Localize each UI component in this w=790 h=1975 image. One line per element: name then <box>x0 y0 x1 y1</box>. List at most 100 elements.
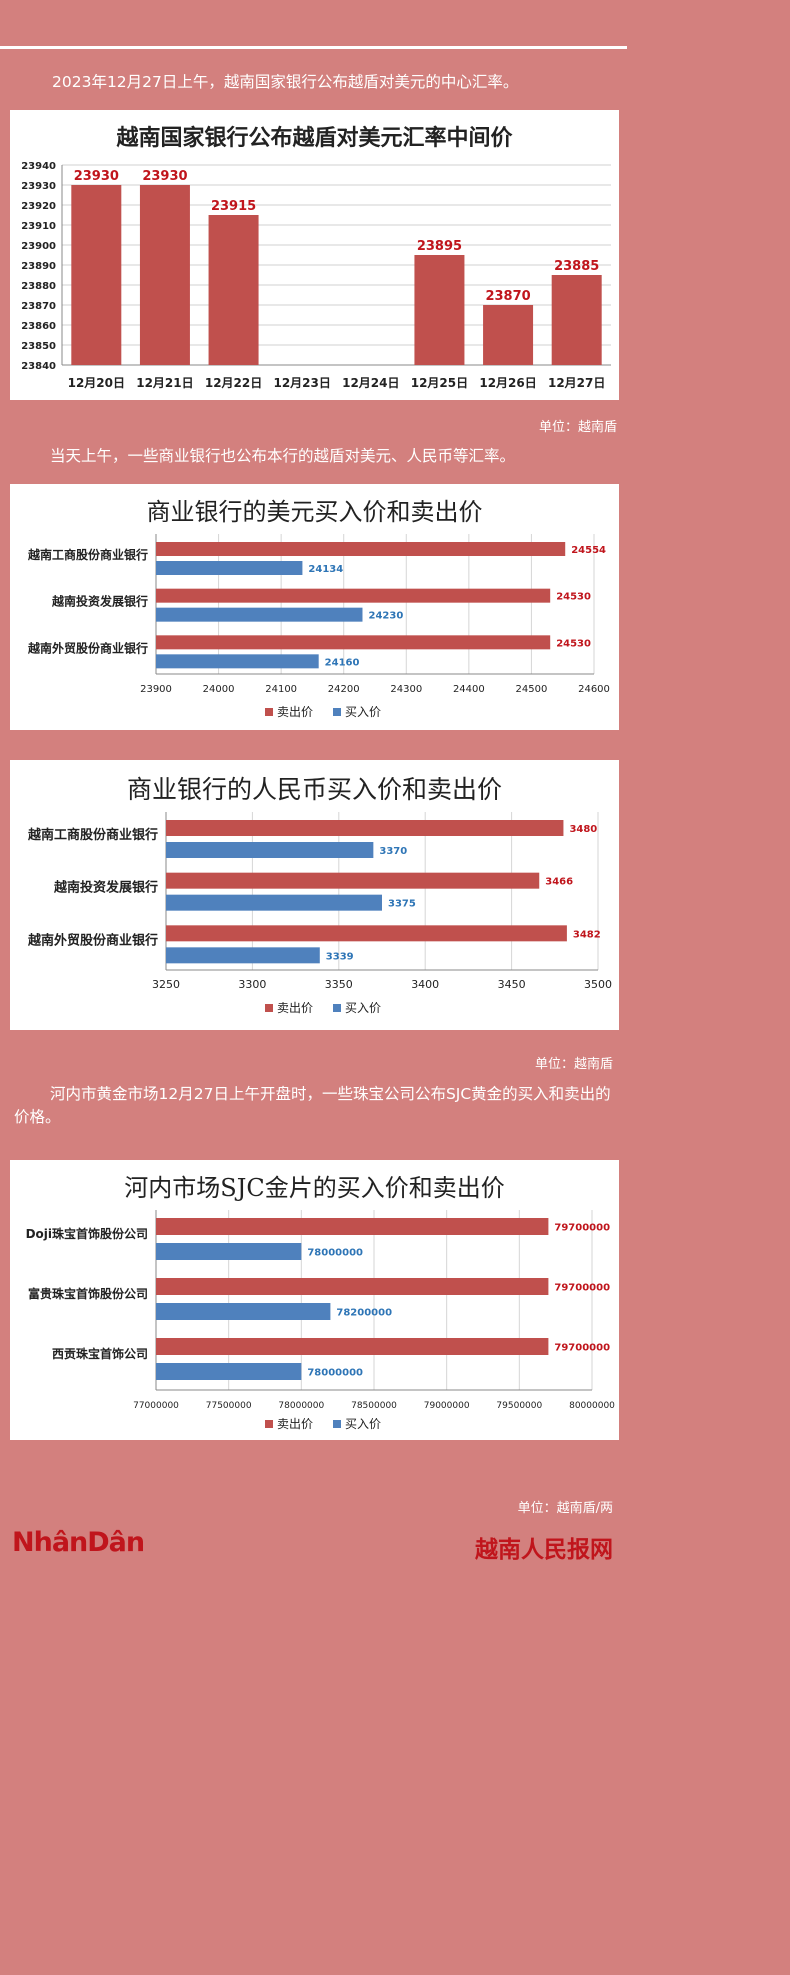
x-tick-label: 3300 <box>238 978 266 991</box>
sell-bar <box>166 820 564 836</box>
data-label: 3466 <box>545 877 573 888</box>
category-label: 西贡珠宝首饰公司 <box>52 1346 148 1361</box>
x-tick-label: 79500000 <box>496 1401 542 1411</box>
x-tick-label: 78500000 <box>351 1401 397 1411</box>
unit-label-1: 单位：越南盾 <box>538 420 617 435</box>
data-label: 79700000 <box>554 1343 610 1354</box>
x-tick-label: 12月25日 <box>411 376 468 390</box>
x-tick-label: 12月22日 <box>205 376 262 390</box>
chart-title: 越南国家银行公布越盾对美元汇率中间价 <box>116 125 513 151</box>
x-tick-label: 79000000 <box>424 1401 470 1411</box>
sell-bar <box>156 588 551 603</box>
x-tick-label: 3450 <box>498 978 526 991</box>
bar <box>483 305 534 365</box>
unit-label-2: 单位：越南盾 <box>534 1057 613 1072</box>
data-label: 23930 <box>142 169 187 184</box>
bar <box>139 185 190 365</box>
x-tick-label: 77000000 <box>133 1401 179 1411</box>
data-label: 78000000 <box>307 1368 363 1379</box>
category-label: 越南外贸股份商业银行 <box>27 640 148 655</box>
x-tick-label: 80000000 <box>569 1401 615 1411</box>
category-label: 越南投资发展银行 <box>53 880 158 896</box>
x-tick-label: 3250 <box>152 978 180 991</box>
x-tick-label: 24500 <box>516 684 548 695</box>
legend-swatch-sell <box>265 1004 273 1012</box>
x-tick-label: 12月23日 <box>273 376 330 390</box>
sell-bar <box>156 1218 549 1235</box>
buy-bar <box>166 947 320 964</box>
chart-card-gold: 河内市场SJC金片的买入价和卖出价 77000000 77500000 780000… <box>10 1160 619 1440</box>
x-tick-label: 24100 <box>265 684 297 695</box>
sell-bar <box>166 925 567 942</box>
legend-swatch-buy <box>333 1004 341 1012</box>
x-tick-label: 24000 <box>203 684 235 695</box>
data-label: 3480 <box>569 824 597 835</box>
x-tick-label: 24400 <box>453 684 485 695</box>
intro-text-2: 当天上午，一些商业银行也公布本行的越盾对美元、人民币等汇率。 <box>50 447 516 465</box>
category-label: 富贵珠宝首饰股份公司 <box>28 1286 148 1301</box>
x-tick-label: 23900 <box>140 684 172 695</box>
data-label: 78200000 <box>336 1308 392 1319</box>
nhandan-logo[interactable]: NhânDân <box>12 1527 145 1558</box>
buy-bar <box>166 894 382 911</box>
site-logo[interactable]: 越南人民报网 <box>475 1537 613 1563</box>
x-tick-label: 24600 <box>578 684 610 695</box>
intro-text-1: 2023年12月27日上午，越南国家银行公布越盾对美元的中心汇率。 <box>52 73 519 91</box>
x-tick-label: 24300 <box>390 684 422 695</box>
buy-bar <box>156 1363 302 1380</box>
y-tick-label: 23860 <box>21 321 56 332</box>
data-label: 24530 <box>556 592 591 603</box>
bar <box>414 255 465 365</box>
legend-label: 卖出价 <box>277 1001 313 1015</box>
chart-usd-rates: 23900 24000 24100 24200 24300 24400 24500 24600… <box>27 534 610 719</box>
chart-gold-prices: 77000000 77500000 78000000 78500000 79000000… <box>26 1210 615 1431</box>
x-tick-label: 3350 <box>325 978 353 991</box>
intro-text-3: 河内市黄金市场12月27日上午开盘时，一些珠宝公司公布SJC黄金的买入和卖出的价… <box>14 1085 611 1126</box>
bar <box>71 185 122 365</box>
x-tick-label: 78000000 <box>278 1401 324 1411</box>
y-tick-label: 23910 <box>21 221 56 232</box>
bar <box>551 275 602 365</box>
category-label: 越南工商股份商业银行 <box>27 827 158 843</box>
y-tick-label: 23880 <box>21 281 56 292</box>
chart-card-cny: 商业银行的人民币买入价和卖出价 3250 3300 3350 3400 3450 3500… <box>10 760 619 1030</box>
x-tick-label: 77500000 <box>206 1401 252 1411</box>
y-tick-label: 23870 <box>21 301 56 312</box>
data-label: 24134 <box>308 564 343 575</box>
category-label: 越南外贸股份商业银行 <box>27 932 158 948</box>
category-label: 越南工商股份商业银行 <box>27 547 148 562</box>
chart-central-rate: 23840 23850 23860 23870 23880 23890 23900 23910… <box>21 161 611 390</box>
y-tick-label: 23850 <box>21 341 56 352</box>
data-label: 23895 <box>417 239 462 254</box>
chart-title: 商业银行的美元买入价和卖出价 <box>146 498 483 526</box>
data-label: 78000000 <box>307 1248 363 1259</box>
chart-cny-rates: 3250 3300 3350 3400 3450 3500 越南工商股份商业银行 3480 33… <box>27 812 612 1015</box>
legend-swatch-buy <box>333 708 341 716</box>
sell-bar <box>156 542 566 556</box>
top-band <box>0 0 627 46</box>
buy-bar <box>156 654 319 669</box>
sell-bar <box>156 1338 549 1355</box>
chart-title: 河内市场SJC金片的买入价和卖出价 <box>124 1174 505 1202</box>
bar <box>208 215 259 365</box>
x-tick-label: 12月27日 <box>548 376 605 390</box>
x-tick-label: 3400 <box>411 978 439 991</box>
data-label: 23915 <box>211 199 256 214</box>
category-label: 越南投资发展银行 <box>51 594 148 609</box>
data-label: 3339 <box>326 951 354 962</box>
y-tick-label: 23890 <box>21 261 56 272</box>
buy-bar <box>156 561 303 575</box>
x-tick-label: 12月26日 <box>479 376 536 390</box>
buy-bar <box>156 1303 331 1320</box>
sell-bar <box>156 1278 549 1295</box>
x-tick-label: 12月21日 <box>136 376 193 390</box>
data-label: 24530 <box>556 638 591 649</box>
x-tick-label: 3500 <box>584 978 612 991</box>
data-label: 24554 <box>571 545 606 556</box>
legend-label: 买入价 <box>345 1001 381 1015</box>
legend-swatch-sell <box>265 1420 273 1428</box>
y-tick-label: 23840 <box>21 361 56 372</box>
legend-label: 卖出价 <box>277 705 313 719</box>
data-label: 23885 <box>554 259 599 274</box>
data-label: 3370 <box>379 846 407 857</box>
